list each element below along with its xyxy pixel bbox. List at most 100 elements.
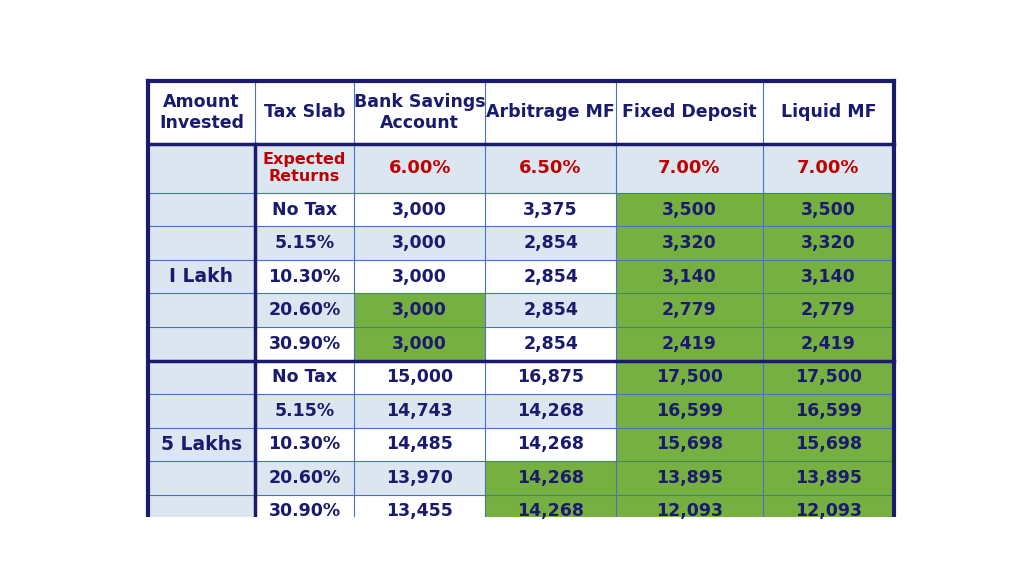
Text: 20.60%: 20.60% (268, 301, 341, 319)
Bar (616, 144, 763, 193)
Text: 2,779: 2,779 (801, 301, 856, 319)
Text: Tax Slab: Tax Slab (264, 103, 345, 121)
Bar (616, 193, 763, 226)
Bar (485, 394, 616, 428)
Text: 2,854: 2,854 (523, 335, 578, 353)
Text: 3,375: 3,375 (523, 200, 578, 218)
Text: Liquid MF: Liquid MF (780, 103, 877, 121)
Text: 6.00%: 6.00% (388, 159, 451, 177)
Bar (147, 193, 255, 360)
Text: 3,320: 3,320 (801, 234, 856, 252)
Text: 14,268: 14,268 (517, 402, 584, 420)
Text: 15,698: 15,698 (656, 435, 723, 453)
Text: 14,743: 14,743 (386, 402, 453, 420)
Text: Bank Savings
Account: Bank Savings Account (354, 93, 485, 132)
Text: 5.15%: 5.15% (274, 234, 335, 252)
Text: 14,268: 14,268 (517, 503, 584, 521)
Text: 15,698: 15,698 (795, 435, 862, 453)
Text: 16,599: 16,599 (656, 402, 723, 420)
Bar (763, 81, 894, 144)
Text: 6.50%: 6.50% (519, 159, 582, 177)
Text: 2,419: 2,419 (663, 335, 717, 353)
Bar (354, 327, 485, 360)
Text: 3,000: 3,000 (392, 234, 447, 252)
Bar (354, 144, 485, 193)
Text: No Tax: No Tax (272, 200, 337, 218)
Bar (485, 495, 616, 528)
Text: 30.90%: 30.90% (268, 335, 341, 353)
Text: 16,599: 16,599 (795, 402, 862, 420)
Text: Amount
Invested: Amount Invested (159, 93, 244, 132)
Text: 16,875: 16,875 (517, 368, 584, 386)
Text: 3,500: 3,500 (663, 200, 717, 218)
Text: 2,854: 2,854 (523, 268, 578, 286)
Bar (616, 428, 763, 461)
Text: 14,268: 14,268 (517, 435, 584, 453)
Bar (763, 260, 894, 293)
Text: 17,500: 17,500 (656, 368, 723, 386)
Bar (354, 428, 485, 461)
Bar (147, 81, 255, 144)
Text: 13,895: 13,895 (656, 469, 723, 487)
Bar (616, 360, 763, 394)
Text: 13,970: 13,970 (386, 469, 453, 487)
Bar (354, 260, 485, 293)
Bar (763, 495, 894, 528)
Bar (763, 428, 894, 461)
Bar (485, 360, 616, 394)
Bar (255, 428, 354, 461)
Bar (763, 144, 894, 193)
Bar (147, 144, 255, 193)
Text: I Lakh: I Lakh (169, 267, 233, 286)
Text: 3,000: 3,000 (392, 335, 447, 353)
Bar (354, 360, 485, 394)
Text: 2,419: 2,419 (801, 335, 856, 353)
Bar (485, 428, 616, 461)
Text: 2,854: 2,854 (523, 301, 578, 319)
Text: 3,140: 3,140 (801, 268, 856, 286)
Text: No Tax: No Tax (272, 368, 337, 386)
Bar (616, 293, 763, 327)
Bar (255, 260, 354, 293)
Bar (485, 144, 616, 193)
Bar (485, 260, 616, 293)
Bar (485, 461, 616, 494)
Bar (354, 394, 485, 428)
Text: 3,000: 3,000 (392, 301, 447, 319)
Text: 3,000: 3,000 (392, 200, 447, 218)
Text: 10.30%: 10.30% (268, 268, 341, 286)
Bar (255, 81, 354, 144)
Bar (255, 227, 354, 260)
Text: Fixed Deposit: Fixed Deposit (623, 103, 757, 121)
Bar (616, 227, 763, 260)
Text: 14,268: 14,268 (517, 469, 584, 487)
Bar (354, 461, 485, 494)
Text: 5 Lakhs: 5 Lakhs (161, 435, 242, 454)
Bar (616, 495, 763, 528)
Bar (255, 394, 354, 428)
Text: 5.15%: 5.15% (274, 402, 335, 420)
Bar (255, 144, 354, 193)
Bar (763, 193, 894, 226)
Text: Arbitrage MF: Arbitrage MF (486, 103, 615, 121)
Bar (255, 327, 354, 360)
Bar (485, 193, 616, 226)
Bar (485, 293, 616, 327)
Text: 13,895: 13,895 (795, 469, 862, 487)
Bar (616, 260, 763, 293)
Bar (354, 193, 485, 226)
Bar (763, 394, 894, 428)
Bar (485, 227, 616, 260)
Bar (763, 227, 894, 260)
Bar (255, 360, 354, 394)
Bar (763, 461, 894, 494)
Bar (485, 81, 616, 144)
Text: 17,500: 17,500 (795, 368, 862, 386)
Text: 2,854: 2,854 (523, 234, 578, 252)
Bar (255, 193, 354, 226)
Text: 7.00%: 7.00% (658, 159, 721, 177)
Text: 3,000: 3,000 (392, 268, 447, 286)
Bar (255, 293, 354, 327)
Text: 7.00%: 7.00% (797, 159, 859, 177)
Text: 12,093: 12,093 (656, 503, 723, 521)
